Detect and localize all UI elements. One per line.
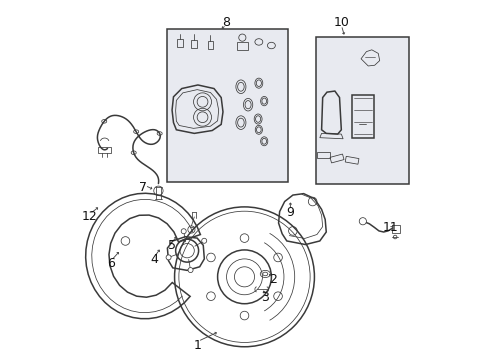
Text: 4: 4 <box>150 253 158 266</box>
Bar <box>177 40 183 47</box>
Bar <box>236 42 247 50</box>
Text: 5: 5 <box>168 239 176 252</box>
Text: 3: 3 <box>261 291 269 304</box>
Bar <box>391 225 400 233</box>
Circle shape <box>188 267 193 273</box>
Text: 10: 10 <box>333 16 348 29</box>
Circle shape <box>201 238 206 243</box>
Text: 1: 1 <box>194 339 202 352</box>
Text: 9: 9 <box>286 207 294 220</box>
Bar <box>207 41 213 49</box>
Bar <box>167 30 287 182</box>
Bar <box>351 95 373 138</box>
Circle shape <box>181 229 186 234</box>
Circle shape <box>359 218 366 225</box>
Text: 2: 2 <box>269 273 277 286</box>
Bar <box>316 37 408 184</box>
Bar <box>191 40 197 48</box>
Text: 7: 7 <box>139 181 147 194</box>
Text: 12: 12 <box>81 210 97 223</box>
Bar <box>98 147 111 153</box>
Text: 8: 8 <box>222 16 230 29</box>
Text: 11: 11 <box>382 221 398 234</box>
Circle shape <box>166 255 171 260</box>
Text: 6: 6 <box>107 257 115 270</box>
